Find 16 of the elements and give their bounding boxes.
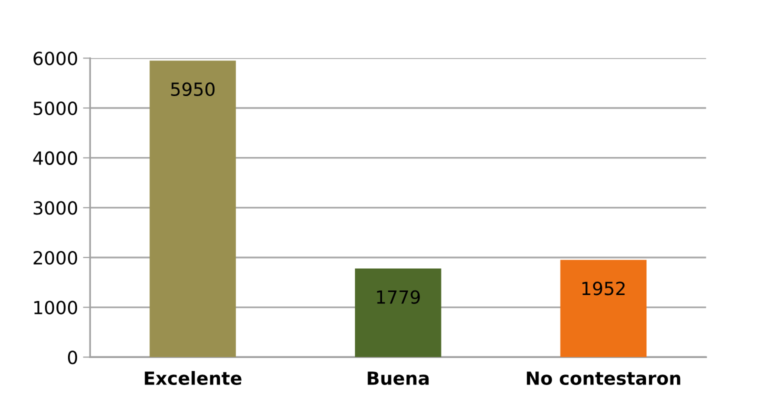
x-tick-label: Excelente — [144, 371, 242, 385]
x-tick-label: Buena — [368, 372, 429, 385]
data-label: 1779 — [377, 290, 420, 304]
data-label: 5950 — [171, 82, 215, 96]
y-tick-label: 2000 — [34, 250, 78, 265]
y-tick-label: 6000 — [34, 52, 78, 66]
bar — [560, 260, 647, 358]
x-tick-label: No contestaron — [526, 372, 680, 385]
y-tick-label: 0 — [68, 350, 78, 364]
data-label: 1952 — [582, 282, 625, 296]
y-tick-label: 4000 — [33, 151, 78, 165]
y-tick-label: 5000 — [34, 101, 78, 116]
bar — [354, 268, 442, 358]
bar — [150, 60, 236, 358]
y-tick-label: 1000 — [34, 300, 78, 314]
y-tick-label: 3000 — [34, 201, 78, 215]
